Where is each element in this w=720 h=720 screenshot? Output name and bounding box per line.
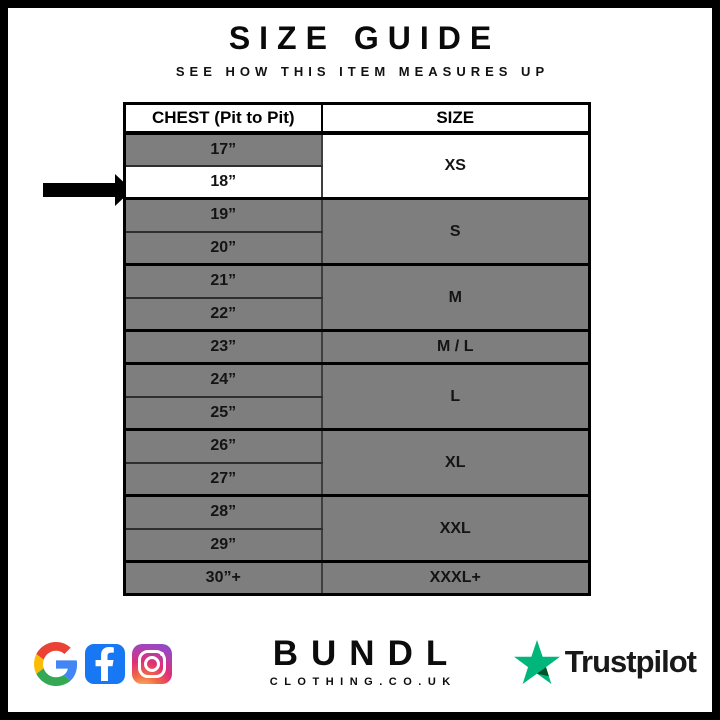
table-header-row: CHEST (Pit to Pit) SIZE	[123, 102, 591, 135]
brand-domain: CLOTHING.CO.UK	[269, 676, 457, 688]
trustpilot-wordmark: Trustpilot	[564, 644, 697, 679]
instagram-icon[interactable]	[132, 644, 172, 684]
size-cell: L	[321, 363, 590, 431]
table-row: 24” L	[124, 363, 590, 431]
instagram-lens-frame	[138, 650, 166, 678]
arrow-shaft	[43, 183, 116, 197]
size-cell: XXL	[321, 495, 590, 563]
brand-name: BUNDL	[272, 634, 461, 673]
chest-cell: 30”+	[124, 561, 323, 596]
facebook-icon[interactable]	[85, 644, 125, 684]
size-cell: M	[321, 264, 590, 332]
chest-cell: 21”	[124, 264, 323, 299]
size-cell: XXXL+	[321, 561, 590, 596]
table-row: 28” XXL	[124, 495, 590, 563]
trustpilot-logo[interactable]: Trustpilot	[513, 640, 697, 684]
page-title: SIZE GUIDE	[228, 20, 501, 56]
chest-cell: 28”	[124, 495, 323, 530]
page-subtitle: SEE HOW THIS ITEM MEASURES UP	[175, 64, 550, 79]
brand-logo: BUNDL CLOTHING.CO.UK	[260, 634, 460, 688]
chest-cell: 29”	[124, 528, 323, 563]
table-row: 23” M / L	[124, 330, 590, 365]
instagram-flash-dot	[160, 652, 164, 656]
chest-cell: 25”	[124, 396, 323, 431]
highlight-arrow-icon	[43, 174, 132, 206]
footer: BUNDL CLOTHING.CO.UK Trustpilot	[8, 624, 712, 712]
chest-cell: 26”	[124, 429, 323, 464]
instagram-lens	[144, 656, 160, 672]
chest-cell: 24”	[124, 363, 323, 398]
table-row: 17” XS	[124, 132, 590, 200]
chest-cell: 23”	[124, 330, 323, 365]
chest-cell: 17”	[124, 132, 323, 167]
size-cell: XL	[321, 429, 590, 497]
column-header-size: SIZE	[320, 102, 591, 135]
table-row: 21” M	[124, 264, 590, 332]
size-guide-table: CHEST (Pit to Pit) SIZE 17” XS 18” 19” S 20” 2…	[123, 102, 591, 596]
chest-cell: 20”	[124, 231, 323, 266]
table-row: 30”+ XXXL+	[124, 561, 590, 596]
table-row: 26” XL	[124, 429, 590, 497]
chest-cell: 22”	[124, 297, 323, 332]
table-row: 22”	[124, 297, 590, 332]
trustpilot-star-icon	[513, 640, 560, 684]
table-row: 25”	[124, 396, 590, 431]
table-row: 20”	[124, 231, 590, 266]
chest-cell: 19”	[124, 198, 323, 233]
size-table-body: 17” XS 18” 19” S 20” 21” M 22” 23” M / L 24” L 25” 26”…	[124, 132, 590, 596]
table-row: 29”	[124, 528, 590, 563]
google-icon[interactable]	[34, 642, 78, 686]
chest-cell: 18”	[124, 165, 323, 200]
social-icons	[34, 642, 172, 686]
size-cell: S	[321, 198, 590, 266]
table-row: 19” S	[124, 198, 590, 266]
table-row: 18”	[124, 165, 590, 200]
column-header-chest: CHEST (Pit to Pit)	[123, 102, 323, 135]
size-cell: M / L	[321, 330, 590, 365]
chest-cell: 27”	[124, 462, 323, 497]
table-row: 27”	[124, 462, 590, 497]
size-cell: XS	[321, 132, 590, 200]
